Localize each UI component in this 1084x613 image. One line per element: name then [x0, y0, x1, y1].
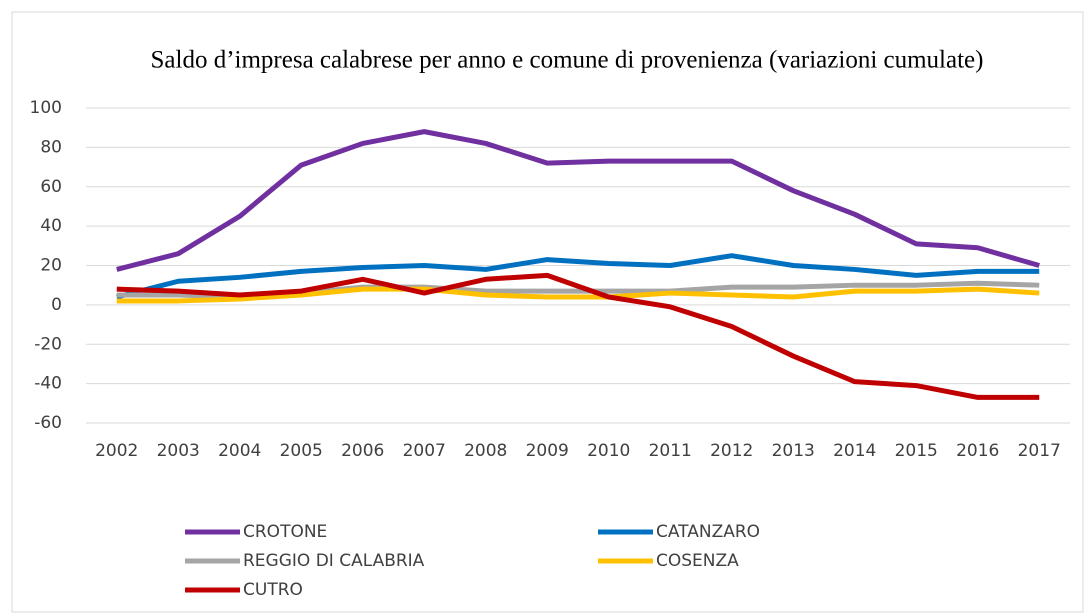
legend-label: REGGIO DI CALABRIA [243, 551, 425, 571]
y-tick-label: -40 [34, 374, 62, 394]
x-tick-label: 2014 [833, 441, 876, 461]
y-tick-label: -60 [34, 413, 62, 433]
x-tick-label: 2011 [649, 441, 692, 461]
x-tick-label: 2003 [157, 441, 200, 461]
x-tick-label: 2007 [403, 441, 446, 461]
legend-label: CUTRO [243, 580, 303, 600]
series-line [116, 253, 1040, 300]
x-tick-label: 2009 [526, 441, 569, 461]
x-tick-label: 2004 [218, 441, 261, 461]
x-tick-label: 2002 [95, 441, 138, 461]
series-line [116, 286, 1040, 304]
y-tick-label: -20 [34, 334, 62, 354]
chart-title: Saldo d’impresa calabrese per anno e com… [151, 47, 984, 74]
y-tick-label: 100 [30, 98, 62, 118]
x-tick-label: 2015 [895, 441, 938, 461]
legend-label: COSENZA [656, 551, 739, 571]
x-tick-label: 2008 [464, 441, 507, 461]
x-tick-label: 2012 [710, 441, 753, 461]
y-tick-label: 0 [51, 295, 62, 315]
y-tick-label: 20 [40, 256, 62, 276]
x-tick-label: 2013 [772, 441, 815, 461]
legend-label: CROTONE [243, 522, 327, 542]
series-line [116, 272, 1040, 400]
y-tick-label: 80 [40, 137, 62, 157]
chart-border [11, 11, 1084, 613]
series-line [116, 129, 1040, 272]
y-tick-label: 40 [40, 216, 62, 236]
x-tick-label: 2017 [1018, 441, 1061, 461]
y-tick-label: 60 [40, 177, 62, 197]
x-tick-label: 2006 [341, 441, 384, 461]
x-tick-label: 2010 [587, 441, 630, 461]
x-tick-label: 2005 [280, 441, 323, 461]
legend-label: CATANZARO [656, 522, 760, 542]
x-tick-label: 2016 [956, 441, 999, 461]
